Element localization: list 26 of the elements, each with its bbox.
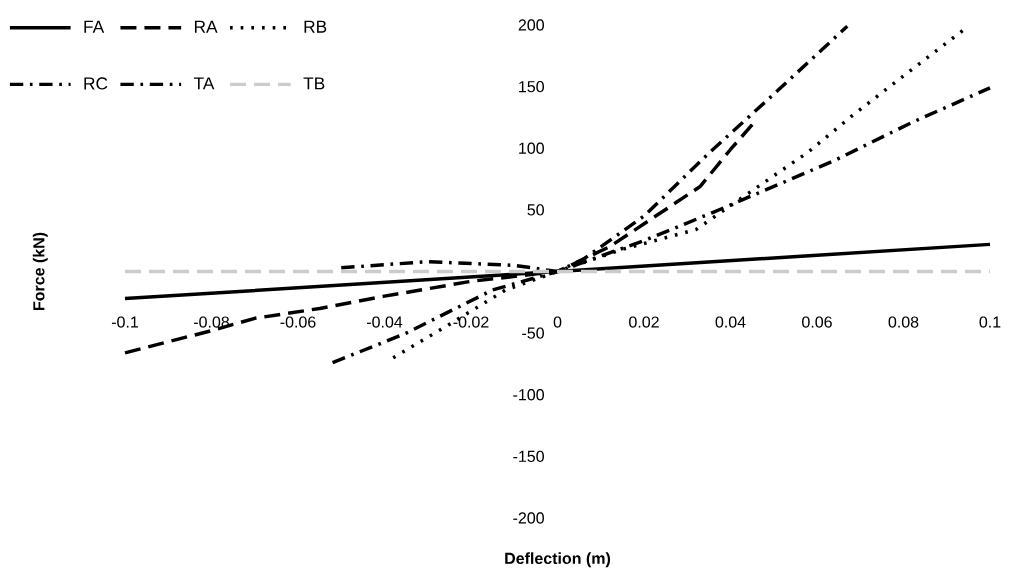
x-tick-label: -0.1 <box>111 316 139 328</box>
y-axis-title: Force (kN) <box>32 232 48 310</box>
x-tick-label: 0.1 <box>979 316 1001 328</box>
y-tick-label: 100 <box>519 142 544 154</box>
x-tick-label: -0.04 <box>366 316 403 328</box>
legend-label: RB <box>304 20 327 33</box>
x-axis-title: Deflection (m) <box>505 552 611 568</box>
x-tick-label: 0.04 <box>715 316 746 328</box>
x-tick-label: -0.06 <box>280 316 316 328</box>
y-tick-label: -150 <box>513 450 544 463</box>
legend-label: TA <box>193 77 215 90</box>
legend-label: RA <box>194 20 218 33</box>
y-tick-label: -100 <box>513 389 544 401</box>
x-tick-label: 0.08 <box>888 316 919 328</box>
y-tick-label: -200 <box>513 512 544 524</box>
x-tick-label: 0.02 <box>629 316 659 328</box>
legend-label: RC <box>84 77 108 90</box>
x-tick-label: 0.06 <box>802 316 832 328</box>
legend-label: TB <box>303 77 325 90</box>
x-tick-label: 0 <box>553 316 562 328</box>
y-tick-label: 50 <box>527 204 544 216</box>
legend-label: FA <box>84 20 105 33</box>
y-tick-label: 150 <box>519 80 544 93</box>
x-tick-label: -0.02 <box>453 316 489 328</box>
y-tick-label: -50 <box>522 327 544 339</box>
y-tick-label: 200 <box>518 19 544 31</box>
